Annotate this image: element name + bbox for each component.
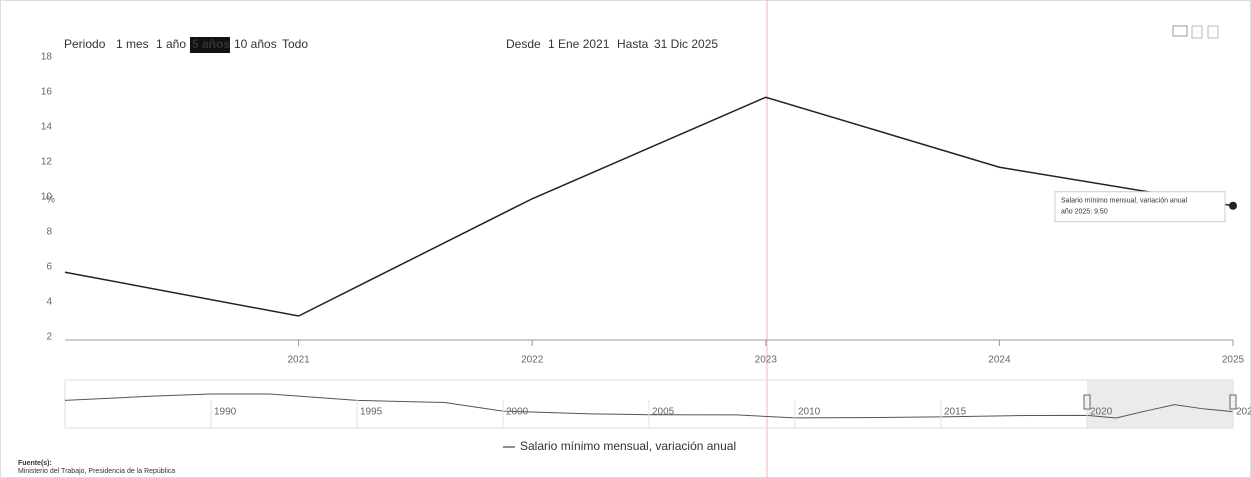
x-tick-label: 2025: [1222, 355, 1245, 366]
y-tick-label: 16: [41, 87, 53, 98]
navigator-tick-label: 2005: [652, 407, 675, 418]
hover-marker: [1229, 201, 1237, 210]
x-tick-label: 2022: [521, 355, 544, 366]
x-tick-label: 2023: [755, 355, 778, 366]
y-tick-label: 6: [46, 262, 52, 273]
export-icon[interactable]: [1172, 25, 1219, 39]
navigator-tick-label: 2020: [1090, 407, 1113, 418]
to-label: Hasta: [617, 37, 649, 51]
navigator-selection: [1087, 380, 1233, 428]
source-label: Fuente(s):: [18, 460, 52, 467]
x-tick-label: 2021: [287, 355, 310, 366]
navigator-tick-label: 2010: [798, 407, 821, 418]
legend-label[interactable]: Salario mínimo mensual, variación anual: [520, 439, 736, 453]
from-label: Desde: [506, 37, 541, 51]
x-tick-label: 2024: [988, 355, 1011, 366]
y-axis-label: %: [46, 195, 55, 206]
range-button[interactable]: 5 años: [192, 37, 230, 51]
navigator-line: [64, 393, 1234, 419]
range-button[interactable]: 1 mes: [116, 37, 149, 51]
to-date: 31 Dic 2025: [654, 37, 718, 51]
navigator-tick-label: 2015: [944, 407, 967, 418]
tooltip-series: Salario mínimo mensual, variación anual: [1061, 198, 1188, 205]
navigator-tick-label: 2025: [1236, 407, 1251, 418]
source: Ministerio del Trabajo, Presidencia de l…: [18, 468, 175, 475]
navigator-tick-label: 1995: [360, 407, 383, 418]
y-tick-label: 18: [41, 52, 53, 63]
y-tick-label: 10: [41, 192, 53, 203]
range-button[interactable]: 10 años: [234, 37, 277, 51]
navigator-tick-label: 1990: [214, 407, 237, 418]
tooltip-box: [1054, 191, 1226, 223]
range-label: Periodo: [64, 37, 106, 51]
y-tick-label: 8: [46, 227, 52, 238]
range-button[interactable]: Todo: [282, 37, 308, 51]
tooltip-value: año 2025: 9.50: [1061, 209, 1108, 216]
y-tick-label: 2: [46, 332, 52, 343]
navigator-tick-label: 2000: [506, 407, 529, 418]
y-tick-label: 12: [41, 157, 53, 168]
range-button-bg: [190, 37, 230, 53]
from-date: 1 Ene 2021: [548, 37, 610, 51]
line: [64, 96, 1234, 317]
range-button[interactable]: 1 año: [156, 37, 186, 51]
y-tick-label: 14: [41, 122, 53, 133]
y-tick-label: 4: [46, 297, 52, 308]
navigator-handle[interactable]: [1229, 394, 1237, 410]
navigator-handle[interactable]: [1083, 394, 1091, 410]
